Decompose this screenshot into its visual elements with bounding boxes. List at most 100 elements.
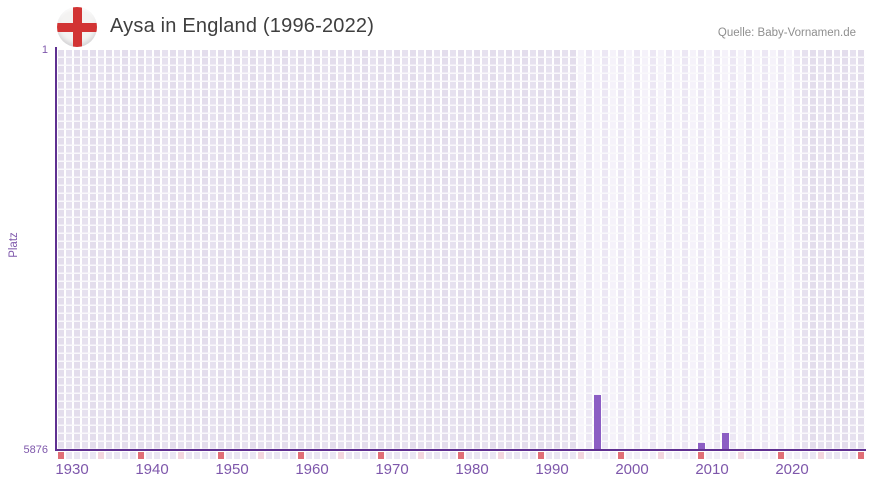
x-axis-tick-cell <box>313 452 321 459</box>
x-axis-tick-cell <box>681 452 689 459</box>
x-axis-label-1970: 1970 <box>375 461 409 478</box>
x-axis-tick-cell <box>553 452 561 459</box>
x-axis-tick-cell <box>569 452 577 459</box>
x-axis-minor-tick-1964 <box>337 452 345 459</box>
x-axis-label-1950: 1950 <box>215 461 249 478</box>
x-axis-major-tick-1979 <box>457 452 465 459</box>
x-axis-tick-cell <box>361 452 369 459</box>
x-axis-major-tick-2029 <box>857 452 865 459</box>
x-axis-tick-cell <box>65 452 73 459</box>
x-axis-tick-cell <box>649 452 657 459</box>
x-axis-tick-cell <box>761 452 769 459</box>
x-axis-minor-tick-2004 <box>657 452 665 459</box>
x-axis-tick-cell <box>153 452 161 459</box>
x-axis-tick-cell <box>601 452 609 459</box>
x-axis-tick-cell <box>473 452 481 459</box>
x-axis-tick-cell <box>433 452 441 459</box>
x-axis-tick-cell <box>329 452 337 459</box>
x-axis-tick-cell <box>225 452 233 459</box>
x-axis-tick-cell <box>809 452 817 459</box>
x-axis-tick-cell <box>561 452 569 459</box>
x-axis-major-tick-1959 <box>297 452 305 459</box>
x-axis-label-1940: 1940 <box>135 461 169 478</box>
x-axis-tick-cell <box>273 452 281 459</box>
england-flag-icon <box>57 7 97 47</box>
x-axis-tick-cell <box>145 452 153 459</box>
x-axis-tick-cell <box>345 452 353 459</box>
x-axis-minor-tick-1974 <box>417 452 425 459</box>
x-axis-minor-tick-1954 <box>257 452 265 459</box>
x-axis-tick-cell <box>785 452 793 459</box>
x-axis-minor-tick-1934 <box>97 452 105 459</box>
x-axis-tick-cell <box>73 452 81 459</box>
x-axis-tick-cell <box>449 452 457 459</box>
x-axis-tick-cell <box>833 452 841 459</box>
x-axis-tick-cell <box>169 452 177 459</box>
x-axis-minor-tick-1994 <box>577 452 585 459</box>
x-axis-tick-cell <box>769 452 777 459</box>
x-axis-tick-cell <box>521 452 529 459</box>
x-axis-tick-cell <box>745 452 753 459</box>
x-axis-tick-cell <box>825 452 833 459</box>
x-axis-tick-cell <box>113 452 121 459</box>
x-axis-tick-cell <box>105 452 113 459</box>
x-axis-tick-cell <box>545 452 553 459</box>
x-axis-tick-cell <box>489 452 497 459</box>
y-axis-line <box>55 47 57 451</box>
x-axis-tick-cell <box>305 452 313 459</box>
x-axis-tick-cell <box>673 452 681 459</box>
x-axis-label-2000: 2000 <box>615 461 649 478</box>
x-axis-tick-cell <box>713 452 721 459</box>
rank-bar-2012 <box>721 432 729 450</box>
x-axis-tick-cell <box>393 452 401 459</box>
x-axis-tick-cell <box>505 452 513 459</box>
x-axis-tick-cell <box>185 452 193 459</box>
x-axis-tick-cell <box>121 452 129 459</box>
x-axis-tick-cell <box>409 452 417 459</box>
x-axis-tick-cell <box>401 452 409 459</box>
x-axis-minor-tick-2024 <box>817 452 825 459</box>
x-axis-tick-cell <box>233 452 241 459</box>
x-axis-major-tick-1999 <box>617 452 625 459</box>
x-axis-major-tick-2009 <box>697 452 705 459</box>
x-axis-minor-tick-1944 <box>177 452 185 459</box>
x-axis-major-tick-1949 <box>217 452 225 459</box>
x-axis-tick-cell <box>281 452 289 459</box>
x-axis-tick-cell <box>689 452 697 459</box>
x-axis-tick-cell <box>89 452 97 459</box>
x-axis-tick-cell <box>641 452 649 459</box>
x-axis-tick-cell <box>201 452 209 459</box>
x-axis-tick-cell <box>585 452 593 459</box>
x-axis-label-2020: 2020 <box>775 461 809 478</box>
x-axis-major-tick-1989 <box>537 452 545 459</box>
x-axis-label-1980: 1980 <box>455 461 489 478</box>
x-axis-minor-tick-2014 <box>737 452 745 459</box>
x-axis-tick-cell <box>129 452 137 459</box>
x-axis-tick-cell <box>665 452 673 459</box>
page-title: Aysa in England (1996-2022) <box>110 15 375 37</box>
x-axis-tick-cell <box>705 452 713 459</box>
x-axis-tick-cell <box>801 452 809 459</box>
x-axis-major-tick-1929 <box>57 452 65 459</box>
x-axis-tick-cell <box>841 452 849 459</box>
grid-row-gaps-overlay <box>57 50 865 450</box>
x-axis-tick-cell <box>593 452 601 459</box>
y-axis-max-label: 1 <box>41 44 48 56</box>
x-axis-tick-cell <box>753 452 761 459</box>
x-axis-line <box>55 449 866 451</box>
flag-cross-vertical <box>72 7 82 47</box>
x-axis-tick-cell <box>321 452 329 459</box>
x-axis-tick-cell <box>249 452 257 459</box>
x-axis-tick-cell <box>289 452 297 459</box>
y-axis-min-label: 5876 <box>23 444 48 456</box>
x-axis-major-tick-1969 <box>377 452 385 459</box>
x-axis-tick-cell <box>265 452 273 459</box>
x-axis-major-tick-1939 <box>137 452 145 459</box>
x-axis-tick-cell <box>465 452 473 459</box>
x-axis-tick-cell <box>513 452 521 459</box>
x-axis-tick-cell <box>849 452 857 459</box>
x-axis-major-tick-2019 <box>777 452 785 459</box>
x-axis-tick-cell <box>385 452 393 459</box>
